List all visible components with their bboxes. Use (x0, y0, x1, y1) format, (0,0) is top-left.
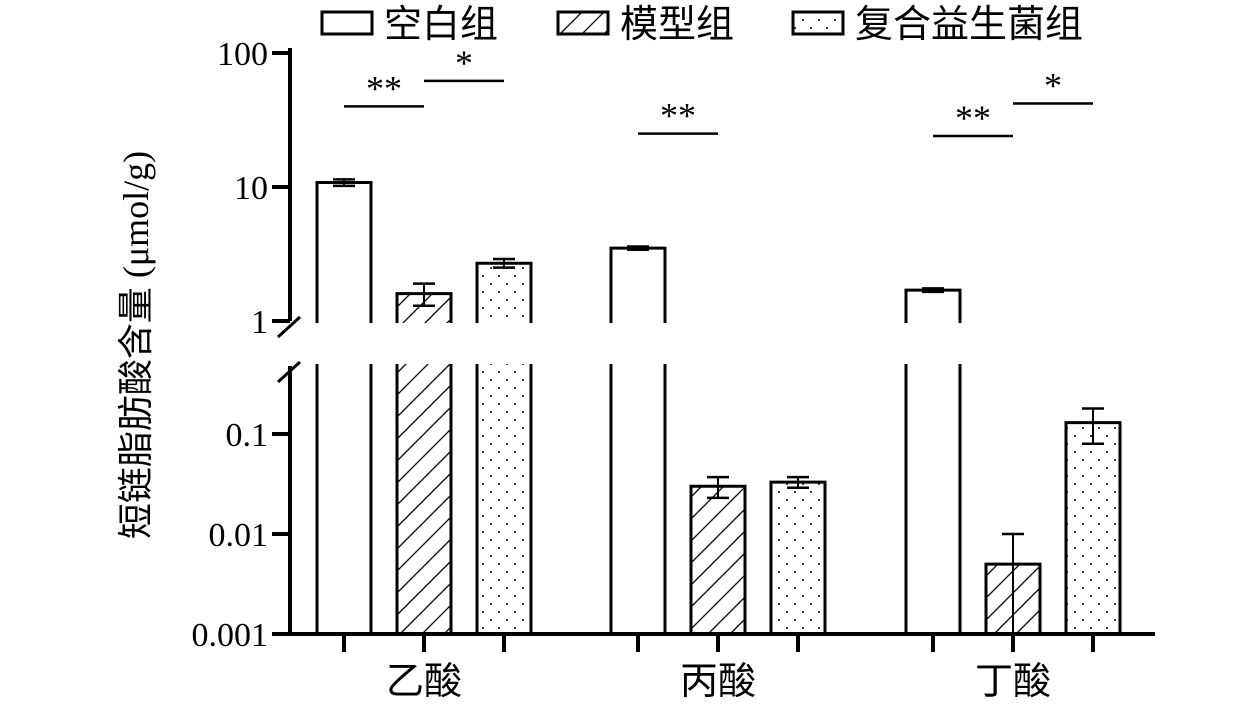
bar-fill (611, 248, 665, 634)
axis-break-mark (276, 315, 302, 339)
x-category-label: 丙酸 (680, 661, 756, 703)
y-tick-label: 1 (251, 304, 268, 341)
plot-area: ***** *** (292, 43, 1192, 634)
axis-break-mark (276, 360, 302, 384)
y-axis-title: 短链脂肪酸含量 (μmol/g) (116, 151, 156, 539)
y-tick-label: 0.001 (192, 617, 269, 654)
legend-swatch (320, 10, 374, 36)
significance-label: ** (366, 68, 402, 108)
significance-label: ** (660, 96, 696, 136)
x-category-label: 丁酸 (975, 661, 1051, 703)
x-category-label: 乙酸 (386, 661, 462, 703)
legend-label: 模型组 (620, 4, 734, 46)
legend: 空白组 模型组 复合益生菌组 (320, 4, 1083, 46)
y-tick-label: 0.1 (226, 417, 269, 454)
bar-fill (477, 263, 531, 634)
axes: 100 10 1 0.1 0.01 0.001 乙酸 丙酸 丁酸 短链脂肪酸含量 (μmol/g) (116, 36, 1155, 703)
bar-fill (771, 482, 825, 634)
legend-swatch (791, 10, 845, 36)
significance-label: ** (955, 98, 991, 138)
bar-fill (317, 182, 371, 634)
legend-label: 空白组 (384, 4, 498, 46)
bar-fill (691, 486, 745, 634)
legend-label: 复合益生菌组 (855, 4, 1083, 46)
significance-label: * (1044, 65, 1062, 105)
y-tick-label: 10 (234, 170, 268, 207)
bar-fill (1066, 422, 1120, 634)
axis-break-band (292, 323, 1192, 364)
legend-swatch (556, 10, 610, 36)
significance-label: * (455, 43, 473, 83)
y-tick-label: 0.01 (209, 517, 269, 554)
y-tick-label: 100 (217, 36, 268, 73)
